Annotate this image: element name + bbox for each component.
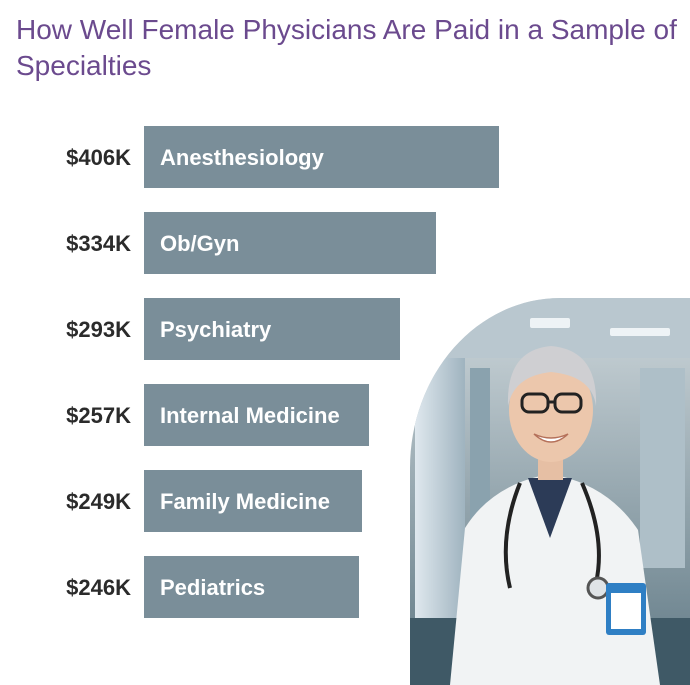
bar-anesthesiology bbox=[144, 126, 499, 188]
bar-value-label: $249K bbox=[66, 489, 131, 514]
doctor-illustration bbox=[410, 298, 690, 685]
bar-category-label: Ob/Gyn bbox=[160, 231, 239, 256]
bar-internal-medicine bbox=[144, 384, 369, 446]
bar-value-label: $246K bbox=[66, 575, 131, 600]
bar-value-label: $406K bbox=[66, 145, 131, 170]
bar-category-label: Family Medicine bbox=[160, 489, 330, 514]
doctor-photo bbox=[410, 298, 690, 685]
bar-category-label: Pediatrics bbox=[160, 575, 265, 600]
bar-ob-gyn bbox=[144, 212, 436, 274]
bar-value-label: $293K bbox=[66, 317, 131, 342]
bar-value-label: $334K bbox=[66, 231, 131, 256]
bar-category-label: Anesthesiology bbox=[160, 145, 325, 170]
chart-title: How Well Female Physicians Are Paid in a… bbox=[16, 14, 677, 81]
bar-category-label: Psychiatry bbox=[160, 317, 272, 342]
bar-pediatrics bbox=[144, 556, 359, 618]
bar-value-label: $257K bbox=[66, 403, 131, 428]
bar-family-medicine bbox=[144, 470, 362, 532]
bar-category-label: Internal Medicine bbox=[160, 403, 340, 428]
bar-psychiatry bbox=[144, 298, 400, 360]
